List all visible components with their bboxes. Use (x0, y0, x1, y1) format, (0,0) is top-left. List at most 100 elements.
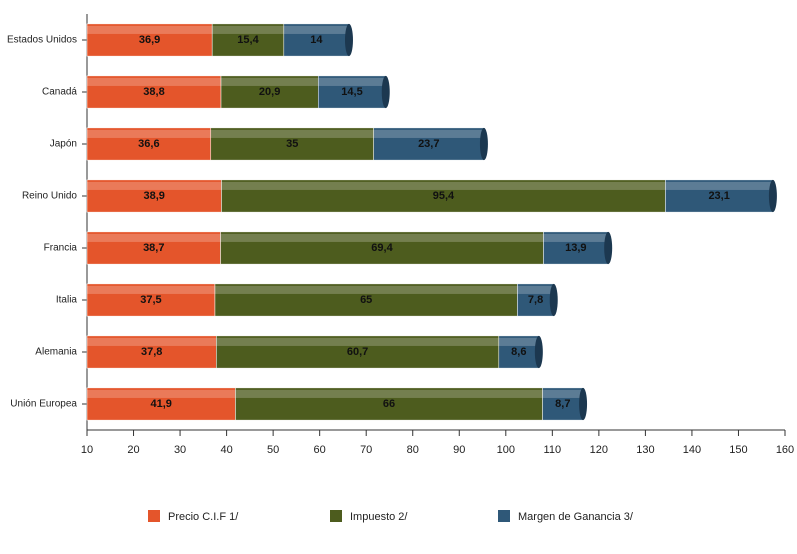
bar-cap (579, 387, 588, 421)
bar-segment (283, 23, 350, 57)
bar-highlight (87, 181, 222, 190)
value-label: 65 (360, 294, 372, 306)
bar-highlight (220, 233, 544, 242)
bar-highlight (87, 389, 236, 398)
x-tick-label: 10 (81, 444, 93, 456)
bar-highlight (87, 285, 215, 294)
bar-highlight (235, 389, 543, 398)
bar-segment (498, 335, 540, 369)
value-label: 8,6 (511, 346, 526, 358)
bar-highlight (283, 25, 349, 34)
bar-highlight (87, 25, 213, 34)
bar-cap (604, 231, 613, 265)
x-tick-label: 120 (590, 444, 608, 456)
bar-segment (373, 127, 485, 161)
y-tick-label: Canadá (42, 87, 77, 98)
bar-segment (86, 23, 213, 57)
bar-segment (318, 75, 386, 109)
x-tick-label: 40 (220, 444, 232, 456)
legend-label: Impuesto 2/ (350, 511, 408, 523)
bar-highlight (87, 233, 221, 242)
bar-segment (220, 231, 544, 265)
bar-segment (86, 179, 222, 213)
bar-segment (86, 283, 216, 317)
x-tick-label: 90 (453, 444, 465, 456)
x-tick-label: 70 (360, 444, 372, 456)
legend-swatch (498, 510, 510, 522)
y-tick-label: Alemania (35, 347, 77, 358)
value-label: 35 (286, 138, 298, 150)
bar-cap (768, 179, 777, 213)
value-label: 20,9 (259, 86, 280, 98)
value-label: 38,8 (143, 86, 164, 98)
bar-segment (235, 387, 543, 421)
bar-highlight (87, 337, 217, 346)
value-label: 7,8 (528, 294, 543, 306)
bar-cap (479, 127, 488, 161)
bar-highlight (665, 181, 773, 190)
bar-segment (220, 75, 319, 109)
bar-highlight (212, 25, 284, 34)
value-label: 69,4 (371, 242, 393, 254)
bar-cap (381, 75, 390, 109)
bar-highlight (214, 285, 518, 294)
value-label: 66 (383, 398, 395, 410)
bar-cap (344, 23, 353, 57)
value-label: 36,6 (138, 138, 159, 150)
x-tick-label: 50 (267, 444, 279, 456)
x-tick-label: 140 (683, 444, 701, 456)
value-label: 36,9 (139, 34, 160, 46)
value-label: 60,7 (347, 346, 368, 358)
value-label: 23,7 (418, 138, 439, 150)
x-tick-label: 110 (544, 444, 562, 456)
legend-label: Margen de Ganancia 3/ (518, 511, 634, 523)
bar-segment (665, 179, 774, 213)
x-tick-label: 80 (407, 444, 419, 456)
y-tick-label: Italia (56, 295, 78, 306)
bar-highlight (216, 337, 499, 346)
legend-swatch (330, 510, 342, 522)
bar-segment (210, 127, 374, 161)
bar-highlight (517, 285, 554, 294)
bar-segment (86, 231, 221, 265)
legend-label: Precio C.I.F 1/ (168, 511, 239, 523)
x-tick-label: 160 (776, 444, 794, 456)
value-label: 95,4 (433, 190, 455, 202)
bar-highlight (221, 181, 666, 190)
bar-highlight (543, 233, 609, 242)
bar-segment (86, 335, 217, 369)
value-label: 37,8 (141, 346, 162, 358)
x-tick-label: 20 (127, 444, 139, 456)
bar-segment (211, 23, 285, 57)
bar-highlight (373, 129, 484, 138)
value-label: 37,5 (140, 294, 161, 306)
bar-cap (549, 283, 558, 317)
value-label: 14,5 (341, 86, 362, 98)
y-tick-label: Unión Europea (10, 399, 77, 410)
bar-highlight (542, 389, 584, 398)
bar-highlight (87, 129, 211, 138)
y-tick-label: Reino Unido (22, 191, 77, 202)
value-label: 23,1 (708, 190, 729, 202)
bar-segment (221, 179, 666, 213)
bar-highlight (221, 77, 319, 86)
bar-highlight (210, 129, 374, 138)
bar-segment (517, 283, 554, 317)
bar-segment (543, 231, 609, 265)
y-tick-label: Japón (50, 139, 77, 150)
legend-swatch (148, 510, 160, 522)
bar-highlight (87, 77, 222, 86)
y-tick-label: Estados Unidos (7, 35, 77, 46)
value-label: 38,9 (144, 190, 165, 202)
x-tick-label: 100 (497, 444, 515, 456)
value-label: 14 (310, 34, 323, 46)
x-tick-label: 60 (314, 444, 326, 456)
x-tick-label: 130 (636, 444, 654, 456)
x-tick-label: 150 (729, 444, 747, 456)
value-label: 8,7 (555, 398, 570, 410)
value-label: 38,7 (143, 242, 164, 254)
bar-highlight (498, 337, 539, 346)
y-tick-label: Francia (44, 243, 78, 254)
x-tick-label: 30 (174, 444, 186, 456)
